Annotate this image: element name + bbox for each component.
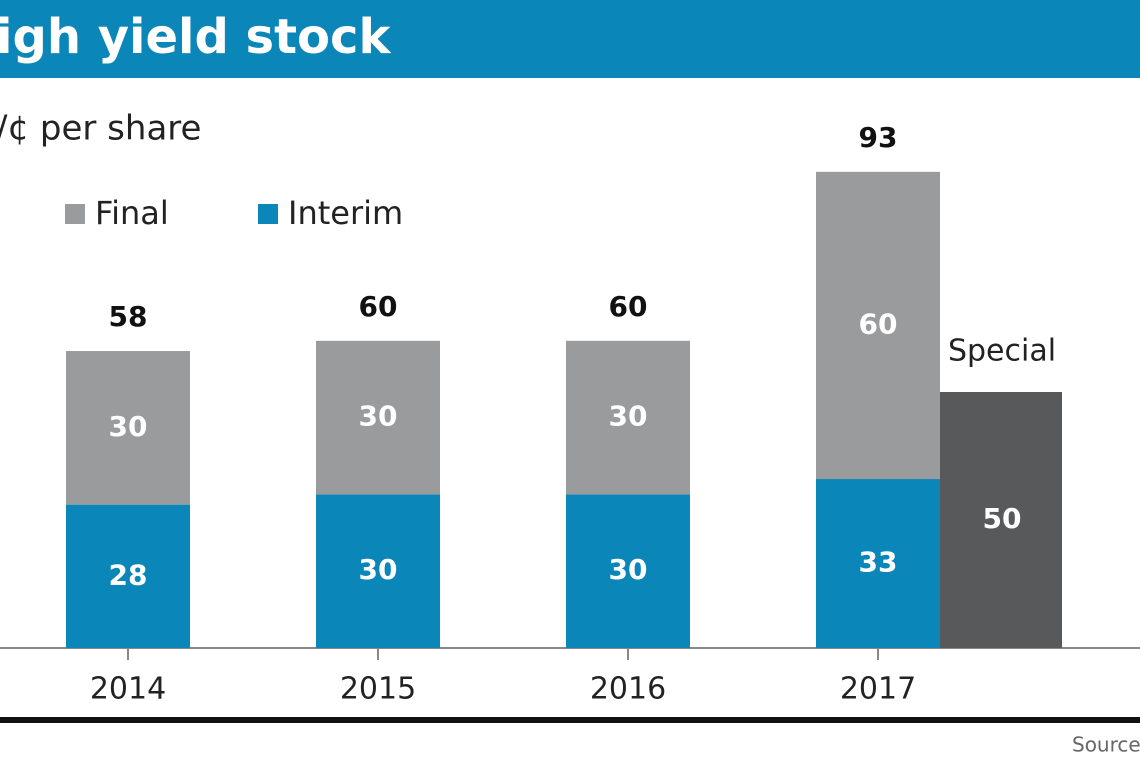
bar-segment [566,494,690,648]
value-label: 30 [359,553,398,586]
special-label: Special [948,334,1056,369]
bar-segment [316,494,440,648]
chart-subtitle: /¢ per share [0,109,201,149]
bar-segment [66,504,190,648]
value-label: 60 [859,307,898,340]
total-label: 58 [109,300,148,333]
source: Source [1072,733,1140,757]
value-label: 30 [609,553,648,586]
x-tick-label: 2017 [840,672,916,707]
value-label: 50 [983,502,1022,535]
bar-segment [816,479,940,648]
bar-segment [66,351,190,505]
value-label: 28 [109,558,148,591]
value-label: 30 [109,410,148,443]
value-label: 30 [359,400,398,433]
total-label: 60 [359,290,398,323]
x-tick-label: 2016 [590,672,666,707]
title-bar [0,0,1140,78]
x-tick-label: 2014 [90,672,166,707]
bottom-rule [0,717,1140,723]
special-bar [940,392,1062,648]
bar-segment [816,171,940,480]
legend-swatch [258,204,278,224]
legend-label: Interim [288,194,403,232]
legend-label: Final [95,194,169,232]
x-tick-label: 2015 [340,672,416,707]
legend-swatch [65,204,85,224]
total-label: 60 [609,290,648,323]
value-label: 33 [859,546,898,579]
total-label: 93 [859,121,898,154]
chart-title: igh yield stock [0,9,391,65]
bar-segment [316,340,440,495]
value-label: 30 [609,400,648,433]
bar-segment [566,340,690,495]
